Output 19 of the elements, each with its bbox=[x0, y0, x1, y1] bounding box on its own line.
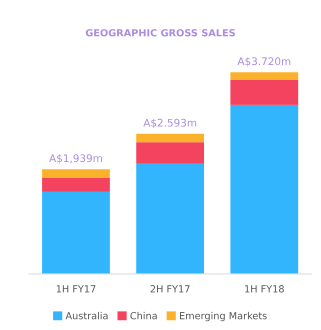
bar bbox=[136, 164, 204, 274]
x-tick-label: 1H FY18 bbox=[245, 285, 284, 293]
x-tick-label: 2H FY17 bbox=[150, 285, 190, 292]
bar bbox=[136, 134, 204, 142]
total-label: A$3.720m bbox=[238, 57, 290, 67]
legend-label: Australia bbox=[66, 312, 108, 320]
chart-title: GEOGRAPHIC GROSS SALES bbox=[86, 29, 235, 36]
bar bbox=[230, 104, 298, 274]
legend-label: Emerging Markets bbox=[180, 312, 267, 322]
x-tick-label: 1H FY17 bbox=[56, 285, 96, 292]
total-label: A$2.593m bbox=[143, 118, 196, 128]
bar bbox=[136, 142, 204, 164]
bar bbox=[230, 72, 298, 80]
bar bbox=[230, 80, 298, 105]
total-label: A$1,939m bbox=[49, 154, 102, 164]
bar bbox=[42, 192, 110, 274]
bar bbox=[42, 178, 110, 192]
legend-label: China bbox=[130, 312, 157, 320]
bar bbox=[42, 169, 110, 178]
